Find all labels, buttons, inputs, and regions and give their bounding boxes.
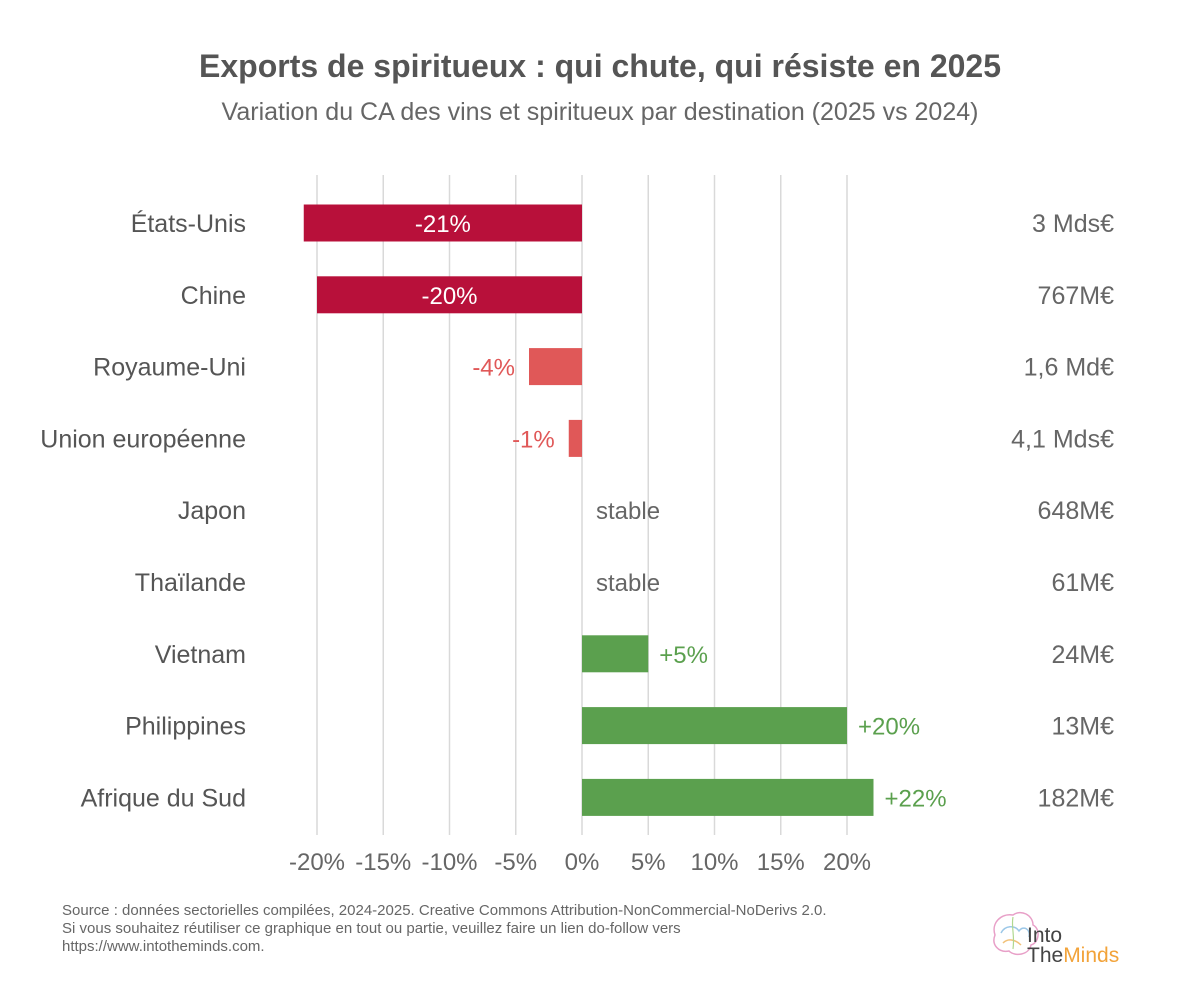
data-label: -1% <box>512 426 555 453</box>
footer-line-3: https://www.intotheminds.com. <box>62 938 265 955</box>
x-tick-label: -20% <box>289 849 345 876</box>
category-label: Philippines <box>125 713 246 741</box>
data-label: stable <box>596 570 660 597</box>
footer-line-1: Source : données sectorielles compilées,… <box>62 902 827 919</box>
category-label: Chine <box>181 282 246 310</box>
x-tick-label: -5% <box>494 849 537 876</box>
export-value-label: 648M€ <box>1038 497 1115 525</box>
bar <box>568 419 582 457</box>
category-label: Vietnam <box>155 641 246 669</box>
export-value-label: 61M€ <box>1051 569 1114 597</box>
category-label: Japon <box>178 497 246 525</box>
data-label: +5% <box>659 642 708 669</box>
data-label: +22% <box>885 785 947 812</box>
data-label: -20% <box>421 283 477 310</box>
export-value-label: 182M€ <box>1038 784 1115 812</box>
data-label: stable <box>596 498 660 525</box>
chart-title: Exports de spiritueux : qui chute, qui r… <box>199 48 1001 84</box>
category-label: États-Unis <box>131 209 246 238</box>
export-value-label: 13M€ <box>1051 713 1114 741</box>
brain-logo-icon <box>993 911 1039 956</box>
export-value-label: 767M€ <box>1038 282 1115 310</box>
x-tick-label: 10% <box>690 849 738 876</box>
intotheminds-logo: Into TheMinds <box>985 905 1145 966</box>
x-tick-label: 15% <box>757 849 805 876</box>
bar <box>529 348 582 386</box>
data-label: -21% <box>415 211 471 238</box>
data-label: -4% <box>472 355 515 382</box>
x-tick-label: 5% <box>631 849 666 876</box>
category-label: Afrique du Sud <box>81 784 246 812</box>
bar <box>582 778 874 816</box>
logo-text-the: The <box>1027 944 1064 967</box>
x-tick-label: 20% <box>823 849 871 876</box>
logo-text-into: Into <box>1027 924 1063 947</box>
x-tick-label: -15% <box>355 849 411 876</box>
logo-text-minds: Minds <box>1063 944 1120 967</box>
data-label: +20% <box>858 714 920 741</box>
export-value-label: 1,6 Md€ <box>1024 354 1114 382</box>
source-footer: Source : données sectorielles compilées,… <box>62 902 962 956</box>
category-label: Thaïlande <box>135 569 246 597</box>
chart-subtitle: Variation du CA des vins et spiritueux p… <box>221 98 979 126</box>
x-tick-label: 0% <box>565 849 600 876</box>
bar <box>582 707 847 745</box>
export-value-label: 4,1 Mds€ <box>1011 425 1114 453</box>
category-label: Union européenne <box>40 425 246 453</box>
x-tick-label: -10% <box>421 849 477 876</box>
bar <box>317 276 582 314</box>
bar <box>582 635 649 673</box>
logo-text-theminds: TheMinds <box>1027 945 1119 966</box>
bar <box>303 204 582 242</box>
footer-line-2: Si vous souhaitez réutiliser ce graphiqu… <box>62 920 681 937</box>
category-label: Royaume-Uni <box>93 354 246 382</box>
export-value-label: 3 Mds€ <box>1032 210 1114 238</box>
export-value-label: 24M€ <box>1051 641 1114 669</box>
